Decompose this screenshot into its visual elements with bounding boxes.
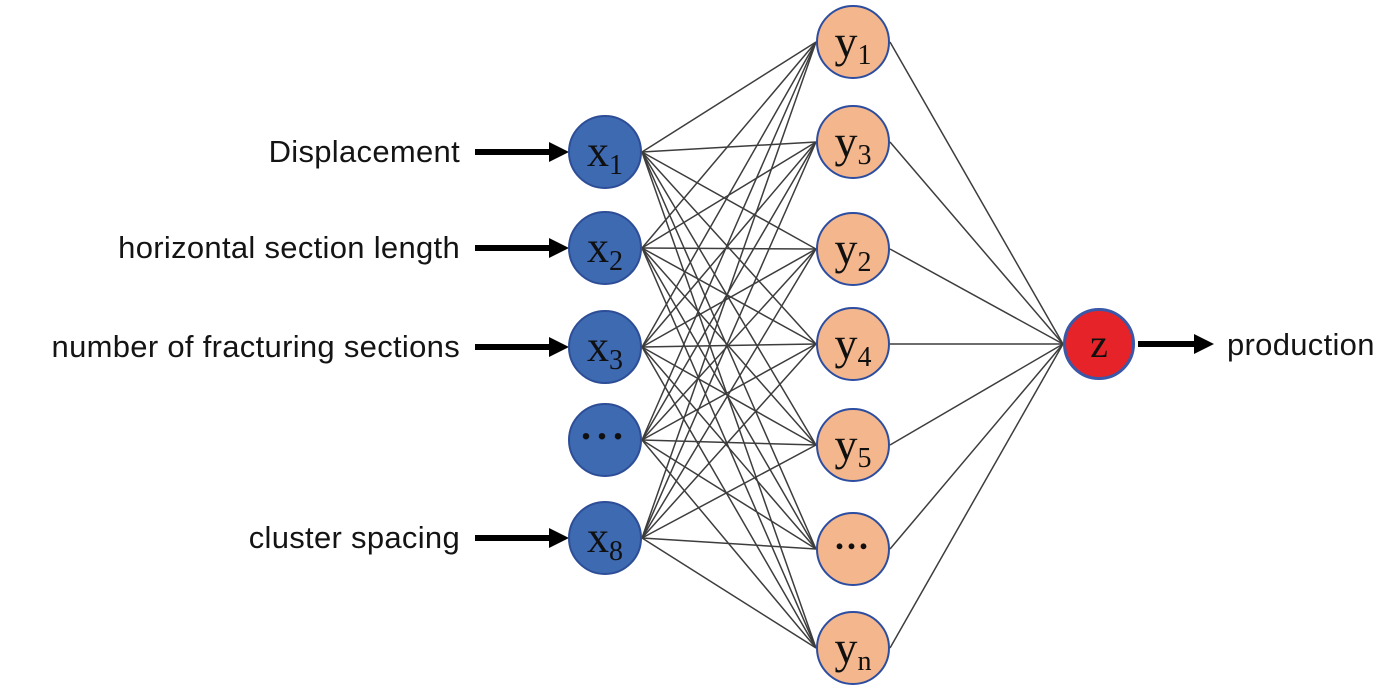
node-sub-y2: 2 — [857, 247, 872, 278]
node-label-x3: x — [587, 322, 609, 371]
node-label-x2: x — [587, 223, 609, 272]
node-sub-x3: 3 — [609, 345, 623, 376]
node-sub-yn: n — [857, 646, 872, 677]
node-label-y1: y — [834, 16, 858, 67]
node-label-x1: x — [587, 127, 609, 176]
input-label-displacement: Displacement — [268, 134, 460, 169]
node-label-x8: x — [587, 513, 609, 562]
input-label-horizontal-section-length: horizontal section length — [118, 230, 460, 265]
node-label-y2: y — [834, 223, 858, 274]
input-node-ellipsis: ... — [568, 403, 642, 477]
output-label-production: production — [1227, 327, 1375, 362]
node-sub-x2: 2 — [609, 246, 623, 277]
input-label-cluster-spacing: cluster spacing — [248, 520, 460, 555]
arrow-z-to-production — [1138, 341, 1194, 347]
node-label-y3: y — [834, 116, 858, 167]
node-sub-y5: 5 — [857, 443, 872, 474]
node-sub-x1: 1 — [609, 150, 623, 181]
node-label-z: z — [1090, 321, 1108, 366]
arrow-displacement-to-x1 — [475, 149, 549, 155]
node-sub-x8: 8 — [609, 536, 623, 567]
node-label-y5: y — [834, 419, 858, 470]
arrow-number-of-fracturing-sections-to-x3 — [475, 344, 549, 350]
node-sub-y1: 1 — [857, 40, 872, 71]
node-sub-y4: 4 — [857, 342, 872, 373]
arrow-horizontal-section-length-to-x2 — [475, 245, 549, 251]
arrow-cluster-spacing-to-x8 — [475, 535, 549, 541]
output-node-z: z — [1063, 308, 1135, 380]
node-label-input-ellipsis: ... — [581, 403, 629, 448]
input-label-number-of-fracturing-sections: number of fracturing sections — [51, 329, 460, 364]
node-label-yn: y — [834, 622, 858, 673]
node-sub-y3: 3 — [857, 140, 872, 171]
node-label-hidden-ellipsis: ... — [835, 517, 871, 557]
node-label-y4: y — [834, 318, 858, 369]
hidden-node-ellipsis: ... — [816, 512, 890, 586]
